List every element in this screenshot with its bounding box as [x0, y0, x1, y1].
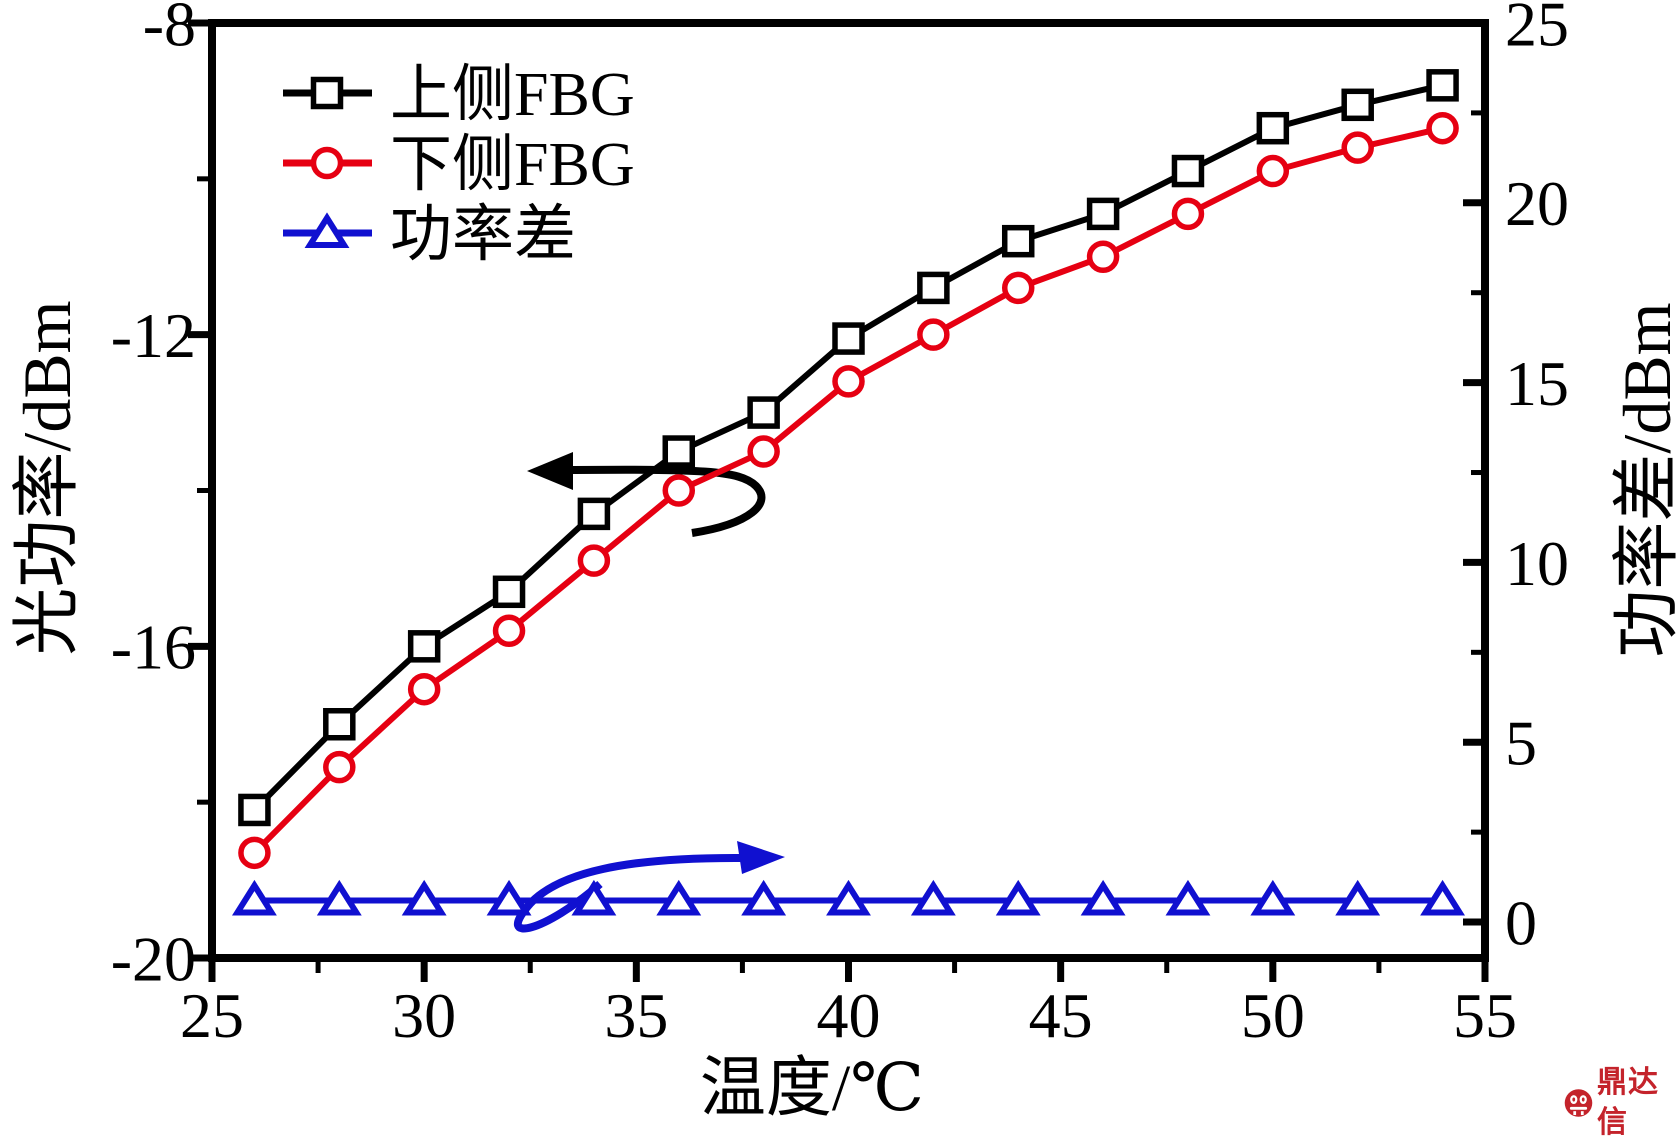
- data-point-circle: [917, 318, 950, 351]
- data-point-circle: [747, 435, 780, 468]
- data-point-square: [238, 793, 271, 827]
- data-point-square: [1341, 88, 1374, 122]
- y-right-axis-title: 功率差/dBm: [1609, 302, 1677, 657]
- y-left-axis-title: 光功率/dBm: [9, 300, 85, 655]
- data-point-triangle: [1335, 879, 1381, 916]
- legend-item-label: 上侧FBG: [390, 61, 635, 129]
- data-point-circle: [492, 614, 526, 647]
- data-point-triangle: [486, 879, 532, 916]
- x-tick-label: 30: [392, 980, 456, 1051]
- data-point-circle: [577, 544, 611, 577]
- data-point-triangle: [910, 879, 956, 916]
- y-right-tick-label: 10: [1505, 528, 1569, 599]
- watermark-text: 鼎达信: [1596, 1066, 1659, 1139]
- legend-marker-triangle: [304, 212, 350, 248]
- right-axis-arrowhead-icon: [737, 841, 785, 874]
- data-point-circle: [1341, 131, 1374, 164]
- data-point-square: [323, 708, 356, 741]
- y-right-tick-label: 25: [1505, 0, 1569, 59]
- data-point-circle: [1086, 240, 1120, 273]
- data-point-triangle: [571, 879, 617, 916]
- data-point-circle: [1426, 111, 1459, 145]
- data-point-square: [917, 271, 950, 305]
- data-point-square: [1426, 69, 1459, 102]
- data-point-triangle: [401, 879, 447, 916]
- x-axis-title: 温度/℃: [700, 1052, 924, 1125]
- data-point-square: [1086, 197, 1120, 231]
- data-point-square: [662, 435, 696, 468]
- right-axis-arrow: [513, 853, 746, 933]
- legend-item-label: 功率差: [390, 201, 576, 269]
- data-point-circle: [238, 836, 271, 870]
- x-tick-label: 25: [180, 980, 244, 1051]
- legend-item-label: 下侧FBG: [390, 131, 635, 199]
- y-left-tick-label: -20: [111, 923, 196, 994]
- data-point-square: [832, 322, 865, 355]
- data-point-triangle: [1250, 879, 1296, 916]
- left-axis-arrowhead-icon: [527, 452, 573, 490]
- x-tick-label: 50: [1241, 980, 1305, 1051]
- plot-frame: [208, 19, 1489, 962]
- data-point-triangle: [656, 879, 702, 916]
- data-point-triangle: [1080, 879, 1126, 916]
- data-point-triangle: [741, 879, 787, 916]
- x-tick-label: 35: [604, 980, 668, 1051]
- data-point-triangle: [995, 879, 1041, 916]
- y-left-tick-label: -16: [111, 612, 196, 683]
- data-point-triangle: [1420, 879, 1466, 916]
- data-point-circle: [1001, 271, 1035, 305]
- data-point-square: [747, 396, 780, 429]
- data-point-circle: [1171, 197, 1205, 231]
- legend-marker-circle: [310, 146, 344, 180]
- data-point-triangle: [1165, 879, 1211, 916]
- data-point-square: [492, 575, 526, 609]
- data-point-square: [577, 497, 611, 531]
- y-left-tick-label: -8: [143, 0, 196, 59]
- y-left-tick-label: -12: [111, 300, 196, 371]
- data-point-square: [407, 630, 441, 663]
- data-point-circle: [407, 672, 441, 706]
- data-point-triangle: [826, 879, 871, 916]
- watermark: 鼎达信: [1563, 1066, 1677, 1139]
- y-right-tick-label: 20: [1505, 168, 1569, 239]
- data-point-square: [1001, 224, 1035, 258]
- y-right-tick-label: 5: [1505, 708, 1537, 779]
- axis-pointer-annotations: [513, 452, 785, 933]
- data-point-circle: [832, 365, 865, 398]
- x-tick-label: 45: [1029, 980, 1093, 1051]
- legend-marker-square: [310, 76, 344, 110]
- x-tick-label: 40: [817, 980, 881, 1051]
- watermark-logo-icon: [1564, 1089, 1593, 1117]
- y-right-tick-label: 15: [1505, 348, 1569, 419]
- data-point-circle: [662, 474, 696, 507]
- y-right-tick-label: 0: [1505, 887, 1537, 958]
- data-point-circle: [323, 750, 356, 784]
- data-point-square: [1256, 111, 1290, 145]
- x-tick-label: 55: [1453, 980, 1517, 1051]
- data-point-circle: [1256, 154, 1290, 188]
- data-point-square: [1171, 154, 1205, 188]
- data-point-triangle: [316, 879, 362, 916]
- data-point-triangle: [231, 879, 277, 916]
